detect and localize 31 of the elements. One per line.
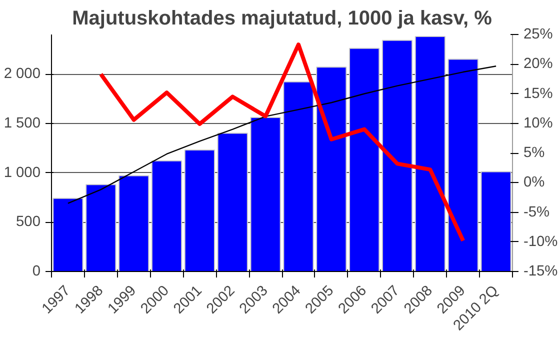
bar [480,171,512,272]
line-series [98,42,466,243]
y-tick-label: 2 000 [4,66,41,82]
bar [448,58,478,272]
line-series [67,66,497,204]
y2-tick-label: -10% [524,234,558,250]
chart-title: Majutuskohtades majutatud, 1000 ja kasv, % [72,8,492,30]
y-tick-label: 500 [16,214,41,230]
y2-tick-label: -5% [524,204,550,220]
bar [217,132,248,272]
bar [382,40,413,272]
y2-tick-label: 15% [524,86,553,102]
y2-tick-label: 0% [524,174,545,191]
y-tick-label: 0 [32,264,41,280]
bar [283,81,314,272]
bar [86,184,116,272]
y2-tick-label: -15% [524,264,558,280]
bar [151,160,182,272]
bar [316,66,347,272]
bar [414,36,446,272]
y-tick-label: 1 500 [4,115,41,132]
bar [118,175,150,272]
bar [184,150,215,272]
y2-tick-label: 10% [524,115,553,132]
y2-tick-label: 25% [524,26,553,42]
bar [349,48,380,272]
y2-tick-label: 20% [524,56,553,72]
bar [250,116,281,272]
bar [52,198,84,272]
y2-tick-label: 5% [524,145,545,161]
y-tick-label: 1 000 [4,164,41,181]
